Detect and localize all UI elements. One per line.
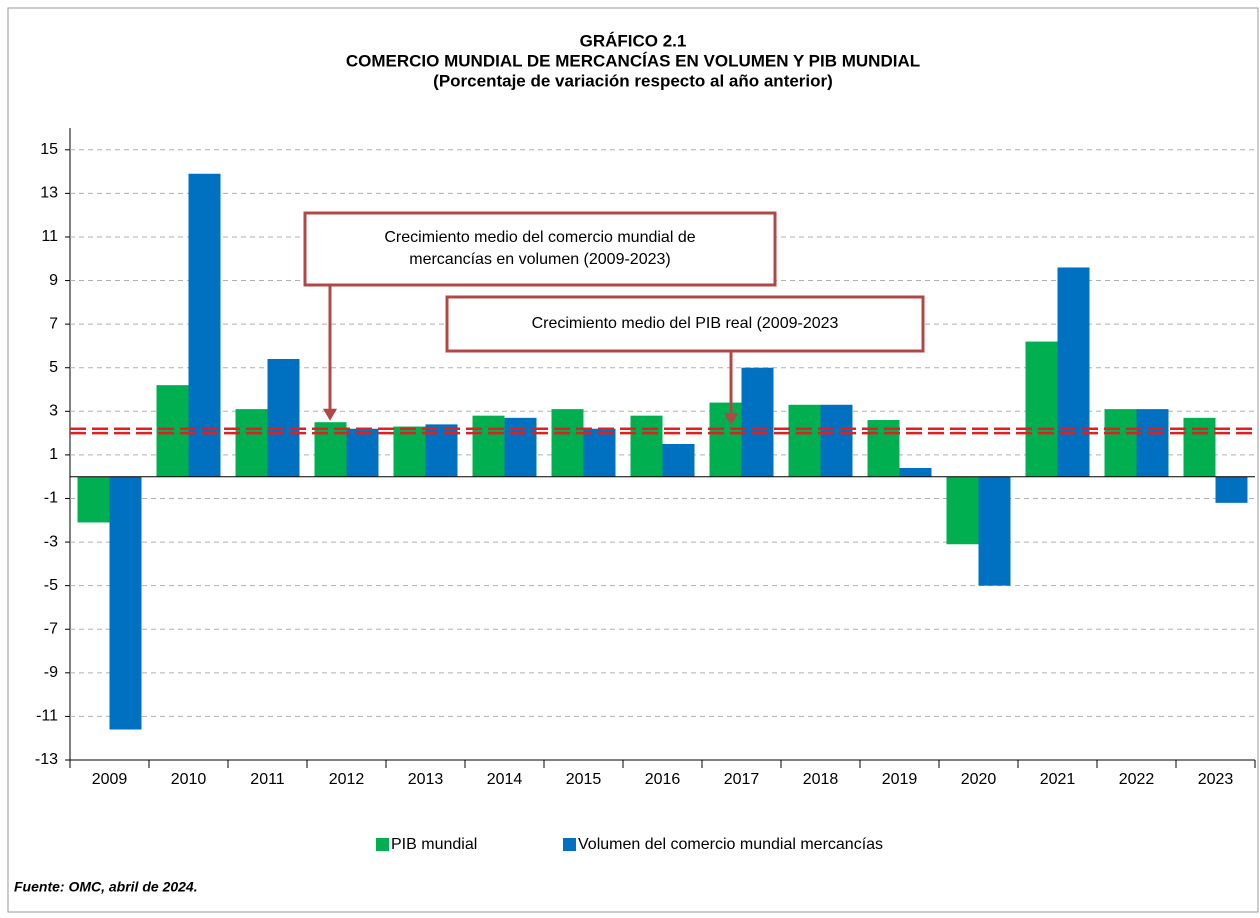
legend-label: Volumen del comercio mundial mercancías (578, 836, 883, 853)
y-tick-label: 3 (49, 403, 58, 420)
y-tick-label: 1 (49, 446, 58, 463)
x-tick-label: 2021 (1040, 771, 1076, 788)
bar (1104, 409, 1137, 477)
bar (472, 415, 505, 477)
bar (1057, 267, 1090, 477)
y-tick-label: -7 (44, 620, 58, 637)
source: Fuente: OMC, abril de 2024. (14, 879, 198, 895)
bar (188, 173, 221, 477)
x-tick-label: 2015 (566, 771, 602, 788)
bar (788, 404, 821, 477)
annotation-text: Crecimiento medio del comercio mundial d… (384, 229, 695, 246)
bar (630, 415, 663, 477)
x-tick-label: 2012 (329, 771, 365, 788)
y-tick-label: -9 (44, 664, 58, 681)
legend-swatch (376, 838, 389, 851)
bar (235, 409, 268, 477)
y-tick-label: -11 (36, 708, 58, 725)
frame (7, 7, 1259, 913)
y-tick-label: 9 (49, 272, 58, 289)
bar (551, 409, 584, 477)
bar (1183, 417, 1216, 477)
x-tick-label: 2023 (1198, 771, 1234, 788)
annotation-text: Crecimiento medio del PIB real (2009-202… (532, 315, 839, 332)
bar (583, 428, 616, 477)
bar (1136, 409, 1169, 477)
annotation-arrowhead (724, 413, 738, 426)
annotation-text: mercancías en volumen (2009-2023) (409, 251, 670, 268)
bar (346, 428, 379, 477)
bar (978, 476, 1011, 586)
x-tick-label: 2020 (961, 771, 997, 788)
legend-label: PIB mundial (391, 836, 477, 853)
legend-swatch (563, 838, 576, 851)
y-tick-label: -3 (44, 533, 58, 550)
y-tick-label: -13 (35, 751, 58, 768)
x-tick-label: 2014 (487, 771, 523, 788)
chart-title: COMERCIO MUNDIAL DE MERCANCÍAS EN VOLUME… (346, 51, 920, 70)
bar (109, 476, 142, 730)
y-tick-label: -1 (44, 490, 58, 507)
bar (156, 385, 189, 477)
bar (899, 467, 932, 477)
x-tick-label: 2022 (1119, 771, 1155, 788)
y-tick-label: 11 (41, 228, 58, 245)
x-tick-label: 2018 (803, 771, 839, 788)
y-tick-label: 7 (49, 315, 58, 332)
y-tick-label: 5 (49, 359, 58, 376)
y-tick-label: -5 (44, 577, 58, 594)
bar (1025, 341, 1058, 477)
x-tick-label: 2010 (171, 771, 207, 788)
annotation-box (303, 211, 777, 287)
x-tick-label: 2011 (250, 771, 285, 788)
x-tick-label: 2019 (882, 771, 918, 788)
bar (820, 404, 853, 477)
bar (662, 444, 695, 477)
x-tick-label: 2013 (408, 771, 444, 788)
chart-title: GRÁFICO 2.1 (580, 31, 687, 50)
x-tick-label: 2017 (724, 771, 760, 788)
annotation-box (445, 295, 925, 353)
bar (77, 476, 110, 523)
x-tick-label: 2016 (645, 771, 681, 788)
bar (741, 367, 774, 477)
bar (504, 417, 537, 477)
annotation-arrowhead (323, 408, 337, 421)
bar (946, 476, 979, 545)
y-tick-label: 15 (40, 141, 58, 158)
bar (267, 359, 300, 477)
y-tick-label: 13 (40, 185, 58, 202)
chart-subtitle: (Porcentaje de variación respecto al año… (433, 71, 833, 90)
bar (1215, 476, 1248, 503)
bar (393, 426, 426, 477)
bar (314, 422, 347, 477)
x-tick-label: 2009 (92, 771, 128, 788)
